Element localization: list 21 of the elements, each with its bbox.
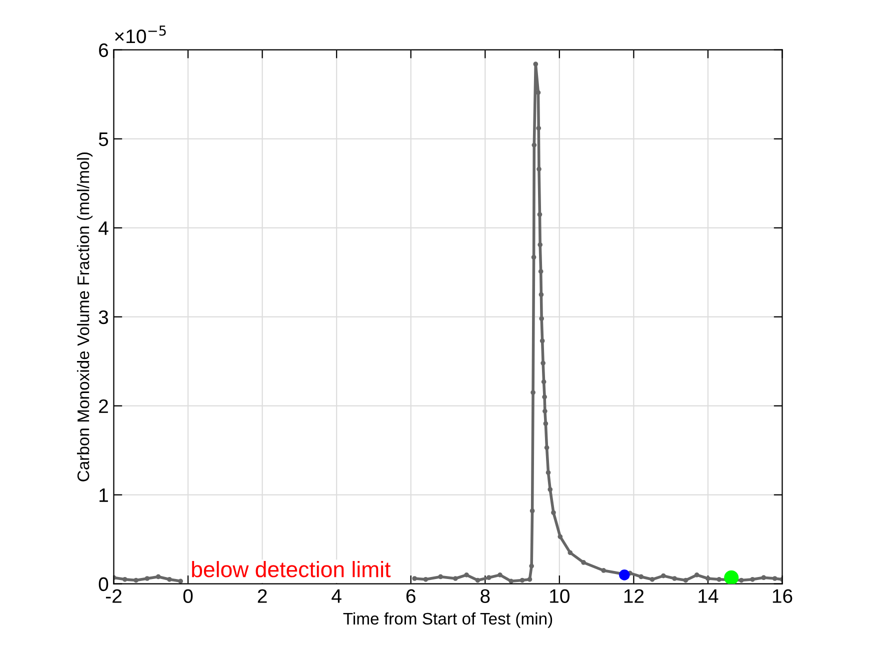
y-tick-label: 4 <box>98 222 108 235</box>
y-tick-label: 5 <box>98 132 108 146</box>
x-tick-label: 16 <box>772 589 792 603</box>
y-axis-title: Carbon Monoxide Volume Fraction (mol/mol) <box>76 152 93 482</box>
y-tick-label: 2 <box>99 399 108 413</box>
x-tick-label: 2 <box>258 589 267 603</box>
x-axis-title: Time from Start of Test (min) <box>343 612 552 628</box>
x-tick-label: 6 <box>406 589 416 603</box>
y-tick-label: 3 <box>98 310 108 324</box>
y-tick-label: 0 <box>98 577 108 592</box>
annotation: below detection limit <box>192 560 391 578</box>
y-tick-label: 1 <box>100 488 108 502</box>
x-tick-label: 12 <box>624 589 644 603</box>
text: ×10$^{−5}$ <box>115 26 166 44</box>
y-tick-label: 6 <box>99 43 108 58</box>
x-tick-label: 10 <box>550 589 570 603</box>
x-tick-label: 0 <box>183 589 193 603</box>
x-tick-label: 8 <box>480 589 490 603</box>
x-tick-label: -2 <box>106 589 122 603</box>
x-tick-label: 14 <box>698 589 718 603</box>
x-tick-label: 4 <box>332 589 342 603</box>
